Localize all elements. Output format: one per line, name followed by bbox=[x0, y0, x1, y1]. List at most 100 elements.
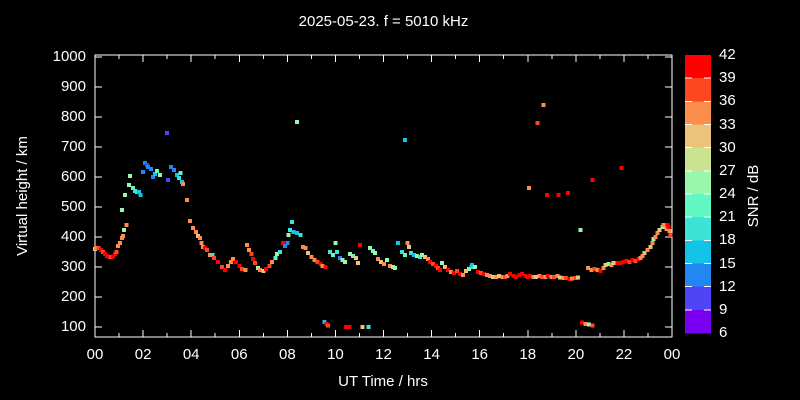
data-point bbox=[270, 259, 275, 264]
data-point bbox=[578, 228, 583, 233]
data-point bbox=[455, 268, 460, 273]
data-point bbox=[561, 276, 566, 281]
data-point bbox=[261, 268, 266, 273]
data-point bbox=[149, 166, 154, 171]
data-point bbox=[653, 235, 658, 239]
data-point bbox=[275, 252, 280, 257]
data-point bbox=[285, 241, 290, 245]
colorbar-segment bbox=[685, 170, 711, 195]
data-point bbox=[520, 271, 525, 276]
data-point bbox=[469, 265, 474, 269]
x-tick-label: 04 bbox=[182, 346, 200, 363]
colorbar-tick-label: 9 bbox=[719, 300, 728, 318]
data-point bbox=[128, 174, 133, 179]
data-point bbox=[505, 274, 510, 278]
data-point bbox=[258, 268, 263, 272]
data-point bbox=[247, 247, 252, 252]
data-point bbox=[590, 323, 595, 328]
data-point bbox=[661, 223, 666, 227]
data-point bbox=[368, 246, 373, 251]
x-tick-label: 08 bbox=[278, 346, 296, 363]
data-point bbox=[517, 273, 522, 278]
data-point bbox=[606, 262, 611, 266]
data-point bbox=[621, 259, 626, 264]
data-point bbox=[340, 258, 345, 263]
x-tick-label: 18 bbox=[519, 346, 537, 363]
data-point bbox=[567, 277, 572, 281]
data-point bbox=[423, 255, 428, 260]
data-point bbox=[555, 274, 560, 278]
data-point bbox=[356, 261, 361, 266]
data-point bbox=[660, 225, 665, 230]
data-point bbox=[216, 259, 221, 264]
data-point bbox=[627, 259, 632, 264]
data-point bbox=[208, 253, 213, 257]
data-point bbox=[264, 267, 269, 272]
x-tick-label: 10 bbox=[327, 346, 344, 363]
data-point bbox=[249, 252, 254, 257]
colorbar-segment bbox=[685, 240, 711, 264]
data-point bbox=[194, 229, 199, 234]
data-point bbox=[253, 261, 258, 266]
data-point bbox=[611, 261, 616, 266]
data-point bbox=[96, 246, 101, 251]
data-point bbox=[318, 262, 323, 266]
y-tick-label: 800 bbox=[60, 108, 86, 125]
x-tick-label: 12 bbox=[375, 346, 392, 363]
x-tick-label: 02 bbox=[134, 346, 152, 363]
data-point bbox=[123, 193, 128, 197]
data-point bbox=[240, 267, 245, 272]
data-point bbox=[528, 274, 533, 278]
data-point bbox=[624, 259, 629, 263]
y-tick-label: 100 bbox=[60, 318, 86, 335]
x-tick-label: 20 bbox=[567, 346, 585, 363]
data-point bbox=[373, 250, 378, 255]
data-point bbox=[151, 175, 156, 179]
y-tick-label: 900 bbox=[60, 78, 86, 95]
y-tick-label: 200 bbox=[60, 288, 86, 305]
data-point bbox=[585, 265, 590, 270]
data-point bbox=[549, 274, 554, 279]
y-tick-label: 700 bbox=[60, 138, 86, 155]
data-point bbox=[618, 261, 623, 266]
data-point bbox=[648, 244, 653, 249]
data-point bbox=[640, 253, 645, 258]
colorbar-segment bbox=[685, 286, 711, 311]
data-point bbox=[288, 228, 293, 233]
data-point bbox=[425, 256, 430, 261]
data-point bbox=[315, 259, 320, 264]
data-point bbox=[143, 160, 148, 165]
data-point bbox=[205, 247, 210, 252]
data-point bbox=[500, 274, 505, 279]
data-point bbox=[136, 190, 141, 194]
data-point bbox=[440, 261, 445, 266]
data-point bbox=[476, 270, 481, 275]
data-point bbox=[508, 271, 513, 276]
data-point bbox=[298, 232, 303, 237]
data-point bbox=[322, 319, 327, 324]
colorbar-tick-label: 15 bbox=[719, 254, 736, 272]
colorbar-tick-label: 42 bbox=[719, 46, 736, 63]
data-point bbox=[119, 208, 124, 212]
data-point bbox=[651, 237, 656, 242]
colorbar-segment bbox=[685, 309, 711, 334]
data-point bbox=[177, 175, 182, 180]
data-point bbox=[370, 249, 375, 254]
data-point bbox=[546, 274, 551, 278]
data-point bbox=[256, 265, 261, 270]
data-point bbox=[535, 121, 540, 125]
data-point bbox=[327, 250, 332, 254]
data-point bbox=[630, 258, 635, 263]
data-point bbox=[278, 250, 283, 254]
colorbar-segment bbox=[685, 55, 711, 79]
data-point bbox=[385, 258, 390, 263]
data-point bbox=[473, 265, 478, 269]
x-tick-label: 16 bbox=[471, 346, 488, 363]
data-point bbox=[172, 168, 177, 173]
data-point bbox=[576, 275, 581, 280]
colorbar-tick-label: 18 bbox=[719, 231, 736, 249]
data-point bbox=[116, 244, 121, 248]
data-point bbox=[514, 274, 519, 279]
data-point bbox=[331, 253, 336, 257]
